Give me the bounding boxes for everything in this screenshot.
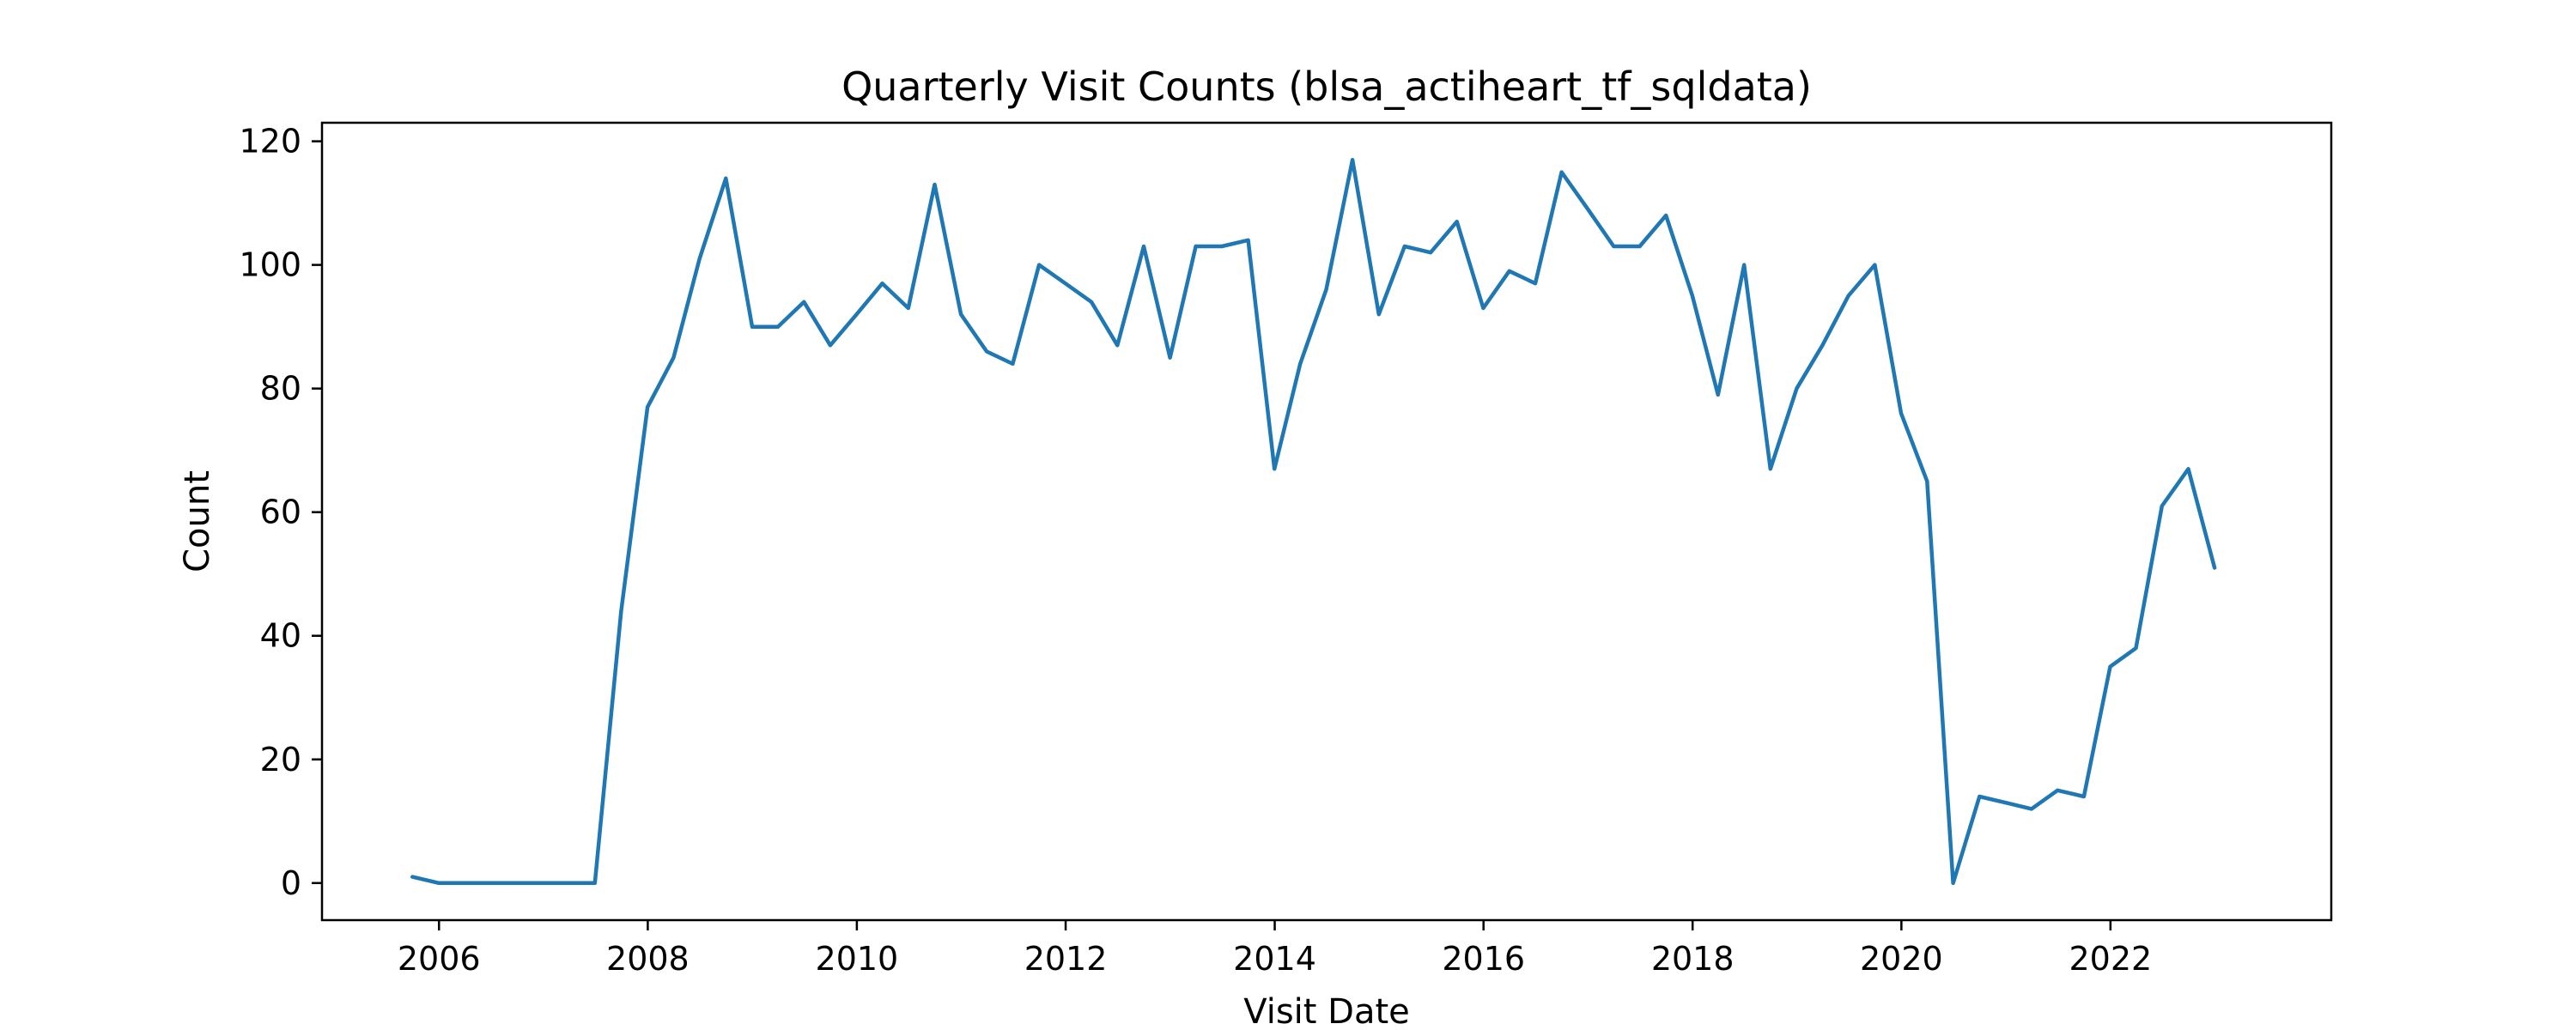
x-tick-label: 2012 xyxy=(1024,940,1108,978)
plot-frame xyxy=(320,121,2333,922)
y-axis-label: Count xyxy=(178,470,217,573)
x-tick-label: 2018 xyxy=(1651,940,1735,978)
y-tick-label: 100 xyxy=(239,246,301,284)
y-tick-label: 0 xyxy=(281,864,301,902)
y-tick-label: 60 xyxy=(260,494,301,531)
x-tick-label: 2006 xyxy=(398,940,481,978)
x-tick-label: 2020 xyxy=(1860,940,1943,978)
y-tick-label: 120 xyxy=(239,123,301,161)
x-tick-label: 2008 xyxy=(606,940,690,978)
series-line xyxy=(410,157,2217,886)
chart-title: Quarterly Visit Counts (blsa_actiheart_t… xyxy=(841,64,1812,110)
y-tick-label: 40 xyxy=(260,617,301,655)
x-axis: 2006 2008 2010 2012 2014 2016 2018 2020 2022 xyxy=(398,920,2152,978)
x-tick-label: 2022 xyxy=(2069,940,2152,978)
y-tick-label: 80 xyxy=(260,370,301,408)
x-tick-label: 2010 xyxy=(816,940,899,978)
y-tick-label: 20 xyxy=(260,741,301,779)
x-tick-label: 2014 xyxy=(1233,940,1316,978)
x-tick-label: 2016 xyxy=(1442,940,1525,978)
x-axis-label: Visit Date xyxy=(1243,992,1410,1030)
y-axis: 0 20 40 60 80 100 120 xyxy=(239,123,322,902)
